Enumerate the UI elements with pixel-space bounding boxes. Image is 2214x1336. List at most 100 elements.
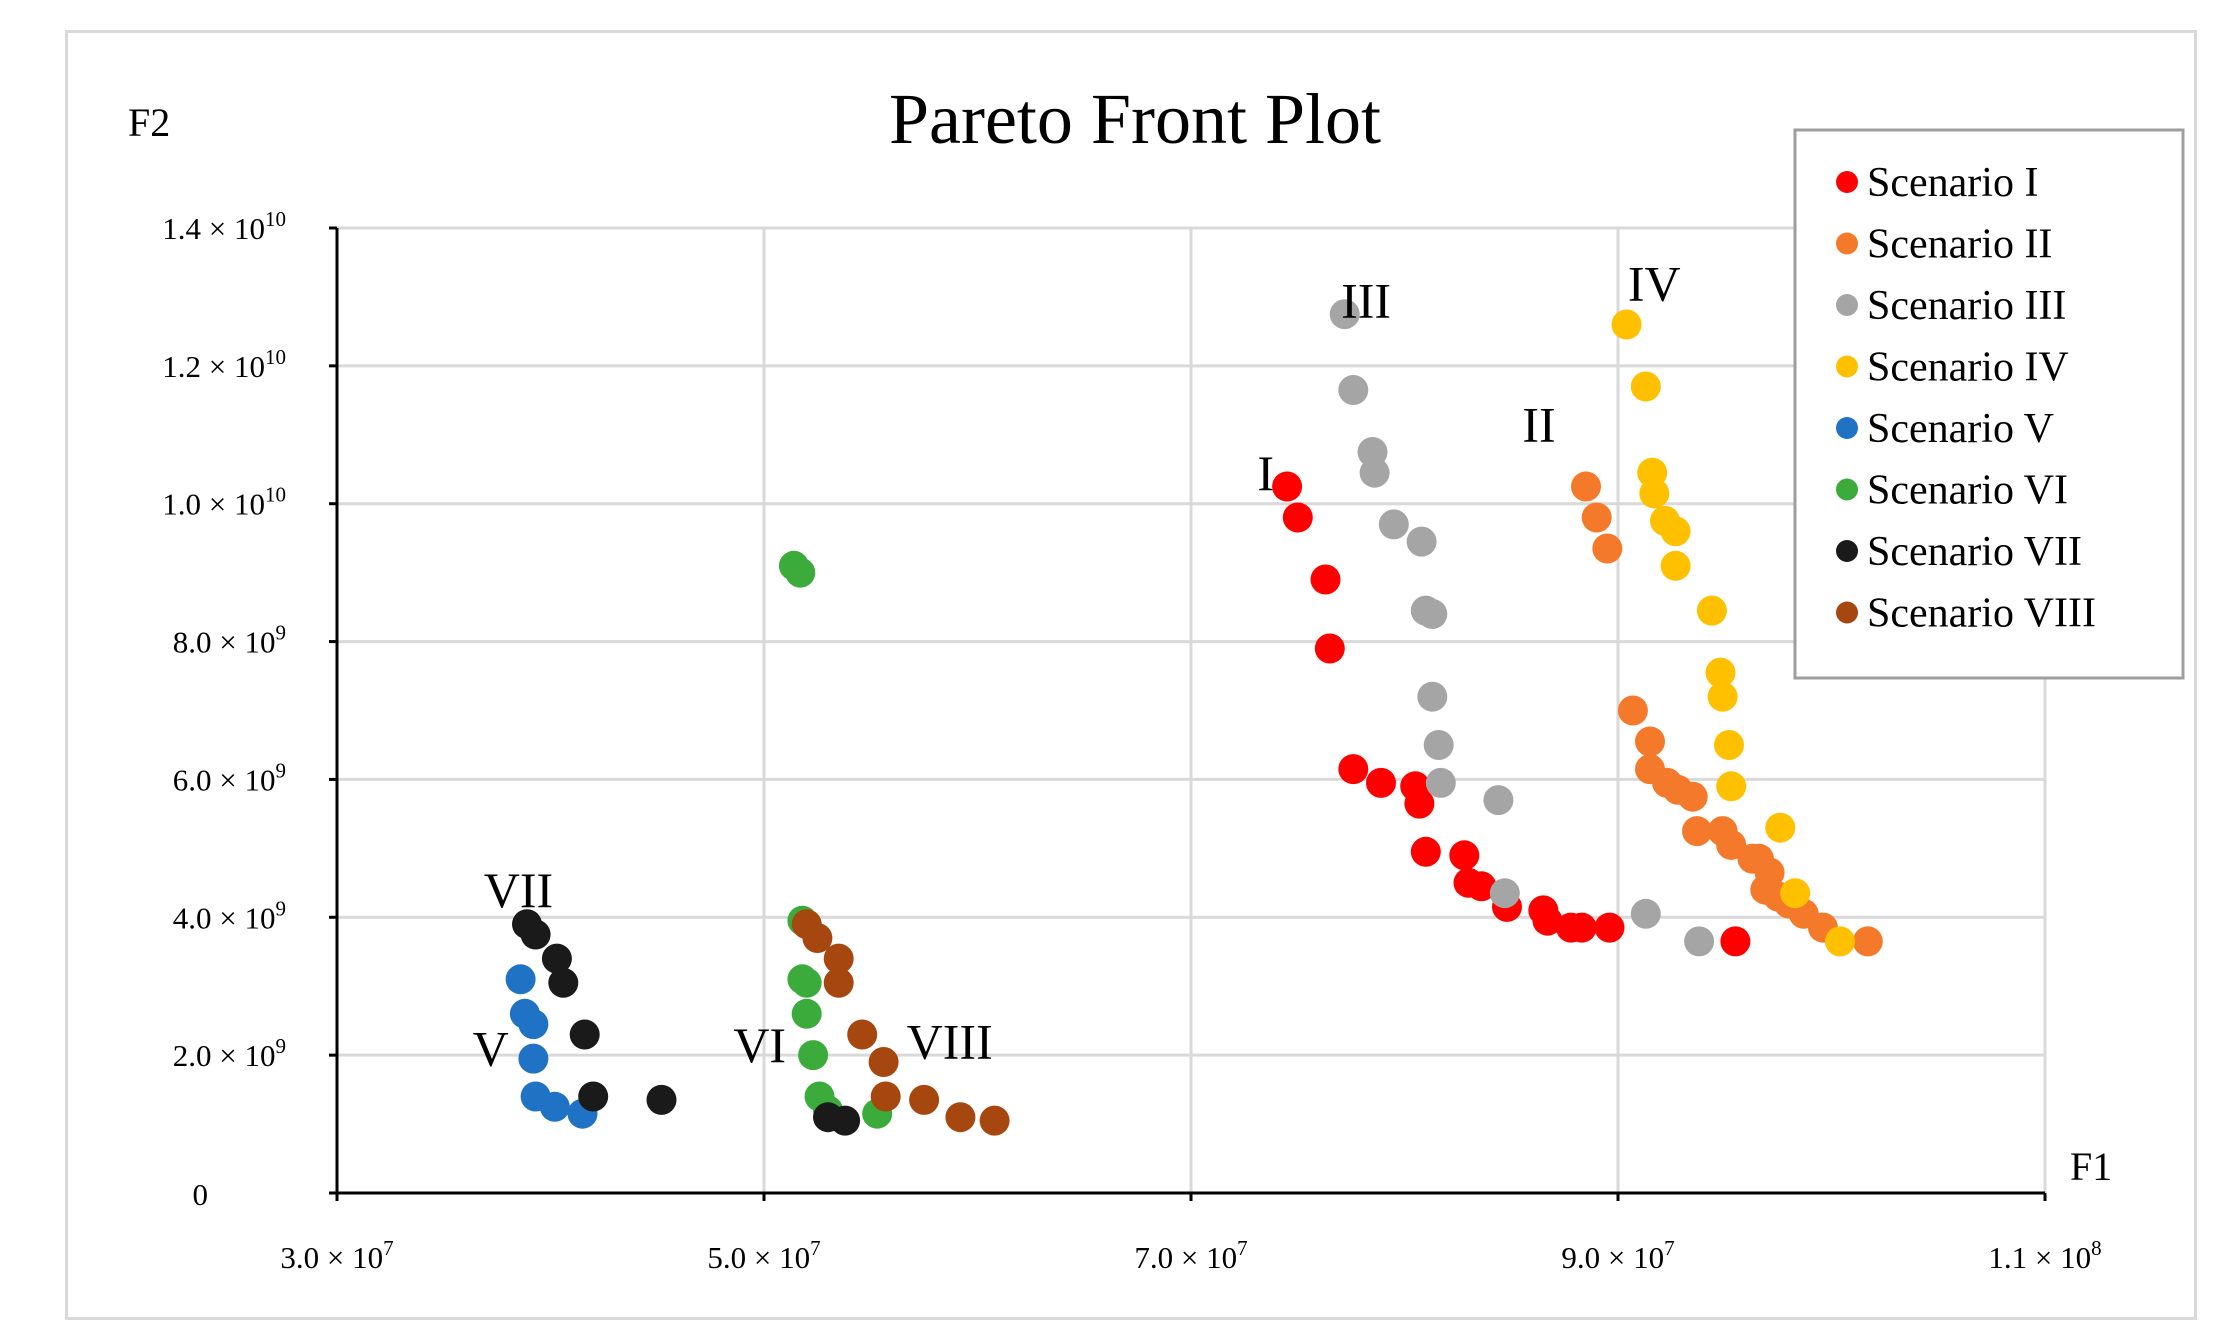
scenario-annotation: III (1341, 273, 1391, 329)
legend-marker (1836, 540, 1858, 562)
data-point (646, 1084, 677, 1115)
data-point (1466, 871, 1497, 902)
y-tick-label: 6.0 × 109 (173, 758, 286, 797)
y-tick-label: 0 (193, 1177, 209, 1212)
data-point (979, 1105, 1010, 1136)
series-4 (1611, 309, 1855, 957)
legend-entry: Scenario VI (1836, 468, 2068, 514)
data-point (1359, 457, 1390, 488)
data-point (1314, 633, 1345, 664)
y-axis-label: F2 (128, 100, 170, 145)
x-tick-label: 3.0 × 107 (280, 1236, 393, 1275)
data-point (1282, 502, 1313, 533)
legend-label: Scenario VI (1867, 468, 2068, 514)
legend-marker (1836, 355, 1858, 378)
data-point (1592, 533, 1623, 564)
tick-labels: 0 2.0 × 109 4.0 × 109 6.0 × 109 8.0 × 109 1.0… (162, 207, 2101, 1275)
legend-entry: Scenario VII (1836, 529, 2082, 575)
data-point (1714, 730, 1744, 760)
data-point (539, 1091, 570, 1122)
series-8 (791, 909, 1010, 1136)
data-point (785, 557, 816, 588)
data-point (541, 943, 572, 974)
grid-lines (337, 226, 2047, 1193)
data-point (578, 1081, 609, 1112)
data-point (505, 964, 536, 995)
data-point (1338, 375, 1369, 405)
data-point (1684, 926, 1715, 957)
data-point (798, 1040, 829, 1071)
series-1 (1272, 471, 1751, 957)
legend-marker (1836, 294, 1858, 316)
data-point (1611, 309, 1642, 340)
series-7 (512, 909, 861, 1136)
legend-label: Scenario IV (1867, 345, 2069, 391)
data-point (1696, 595, 1727, 626)
data-point (830, 1105, 861, 1136)
scenario-annotation: VIII (907, 1014, 993, 1070)
data-point (1707, 681, 1738, 712)
legend-label: Scenario I (1867, 160, 2038, 206)
x-tick-label: 1.1 × 108 (1988, 1236, 2101, 1275)
scenario-annotation: VII (484, 862, 553, 918)
legend-entry: Scenario II (1836, 222, 2052, 268)
data-point (791, 967, 822, 998)
data-point (518, 1043, 549, 1074)
legend-label: Scenario II (1867, 222, 2052, 268)
x-tick-label: 9.0 × 107 (1561, 1236, 1674, 1275)
data-point (569, 1019, 600, 1050)
y-tick-label: 4.0 × 109 (173, 896, 286, 935)
legend: Scenario I Scenario II Scenario III Scenari… (1793, 128, 2185, 680)
data-point (823, 943, 854, 974)
data-point (1754, 857, 1785, 888)
legend-box (1793, 128, 2185, 680)
x-axis-label: F1 (2070, 1144, 2112, 1189)
data-point (1682, 816, 1712, 847)
data-point (1338, 754, 1369, 785)
scenario-annotation: IV (1628, 255, 1681, 311)
y-tick-label: 1.2 × 1010 (162, 345, 286, 384)
data-point (1378, 509, 1409, 540)
data-point (1630, 898, 1661, 929)
scenario-annotation: V (473, 1021, 509, 1077)
data-point (1425, 767, 1456, 798)
data-point (518, 1009, 549, 1040)
data-point (1449, 840, 1480, 871)
series-6 (778, 550, 893, 1129)
legend-label: Scenario VII (1867, 529, 2082, 575)
data-point (1532, 905, 1563, 936)
data-point (1677, 781, 1708, 812)
y-tick-label: 8.0 × 109 (173, 621, 286, 660)
data-point (1617, 695, 1648, 726)
data-point (1716, 771, 1747, 802)
data-point (1852, 926, 1883, 957)
scenario-annotation: II (1522, 397, 1555, 453)
data-point (868, 1047, 899, 1077)
legend-marker (1836, 601, 1858, 624)
data-point (1272, 471, 1303, 502)
data-point (1571, 471, 1601, 502)
data-point (1483, 785, 1514, 816)
legend-marker (1836, 171, 1858, 193)
data-point (909, 1084, 940, 1115)
data-points (505, 299, 1883, 1136)
data-point (1417, 599, 1448, 629)
data-point (1423, 730, 1454, 760)
data-point (945, 1102, 976, 1133)
data-point (823, 967, 854, 998)
data-point (548, 967, 579, 998)
data-point (791, 998, 822, 1029)
data-point (1366, 767, 1396, 798)
legend-marker (1836, 478, 1858, 501)
x-tick-label: 7.0 × 107 (1134, 1236, 1247, 1275)
data-point (1635, 726, 1665, 757)
data-point (1630, 371, 1661, 402)
data-point (1310, 564, 1341, 595)
data-point (1765, 812, 1796, 843)
scenario-annotation: I (1257, 445, 1274, 501)
legend-label: Scenario III (1867, 283, 2066, 329)
series-3 (1329, 299, 1715, 957)
data-point (1660, 516, 1691, 547)
